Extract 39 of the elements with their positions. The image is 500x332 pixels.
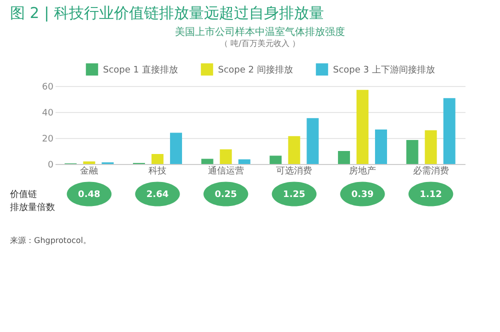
text: 0.39 (351, 190, 374, 200)
chart-title: 图 2 | 科技行业价值链排放量远超过自身排放量 (10, 4, 324, 22)
bar (375, 130, 388, 164)
y-tick-label: 60 (42, 82, 54, 92)
bar (306, 118, 319, 164)
bar (152, 154, 164, 164)
source-note: 来源：Ghgprotocol。 (10, 236, 91, 245)
bar (288, 136, 300, 164)
x-tick-label: 金融 (80, 166, 98, 176)
bar (83, 161, 96, 164)
bar (238, 159, 250, 164)
text: 2.64 (146, 190, 169, 200)
chart-subtitle: 美国上市公司样本中温室气体排放强度 (175, 26, 345, 38)
bar (443, 98, 456, 164)
y-tick-label: 20 (42, 134, 54, 144)
x-tick-label: 房地产 (349, 166, 376, 176)
legend-label: Scope 2 间接排放 (218, 64, 293, 76)
bar (356, 90, 368, 164)
y-tick-label: 0 (48, 160, 54, 170)
x-tick-label: 可选消费 (276, 166, 312, 176)
text: 1.25 (283, 190, 306, 200)
bar (270, 156, 282, 164)
x-tick-label: 科技 (148, 166, 166, 176)
text: 0.48 (78, 190, 100, 200)
bar (201, 158, 214, 164)
text: 价值链排放量倍数 (9, 189, 55, 213)
y-tick-label: 40 (42, 108, 54, 118)
bar (220, 149, 232, 164)
bar (170, 132, 182, 164)
y-axis-title: （ 吨/百万美元收入 ） (220, 39, 300, 48)
x-tick-label: 必需消费 (412, 166, 449, 176)
legend-label: Scope 3 上下游间接排放 (333, 64, 435, 76)
bar (338, 151, 350, 164)
bar (406, 140, 418, 164)
bar (424, 130, 437, 164)
text: 1.12 (420, 190, 442, 200)
x-tick-label: 通信运营 (208, 166, 244, 176)
legend-label: Scope 1 直接排放 (103, 64, 178, 76)
text: 0.25 (214, 190, 237, 200)
